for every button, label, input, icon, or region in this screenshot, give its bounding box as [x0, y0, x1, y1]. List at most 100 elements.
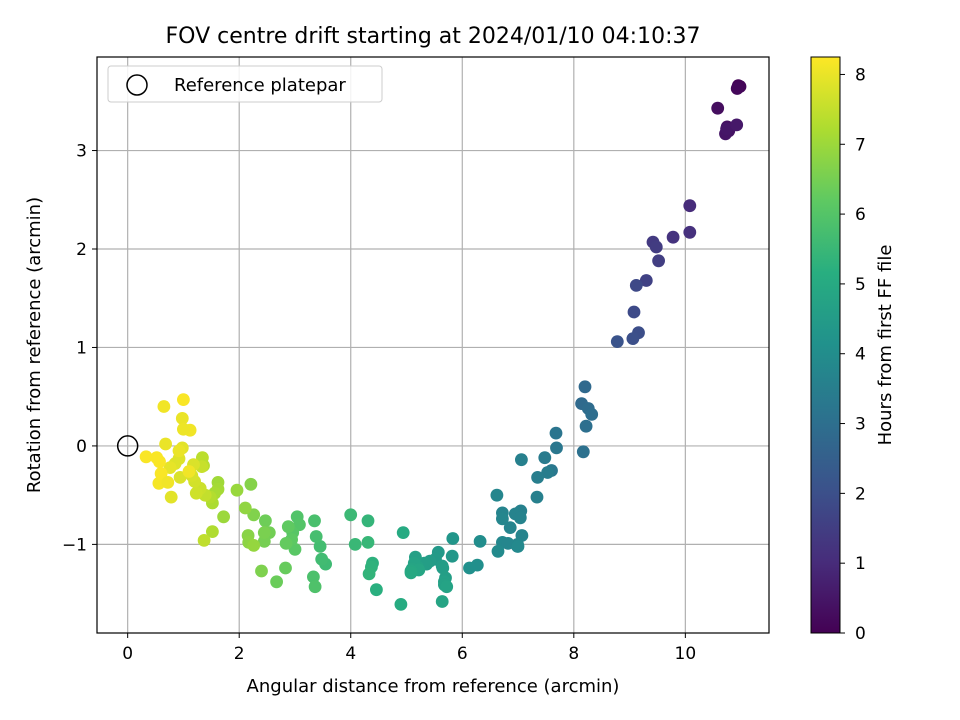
data-point [436, 561, 450, 575]
colorbar-tick-label: 0 [855, 624, 866, 644]
data-point [161, 476, 175, 489]
data-point [541, 466, 554, 479]
data-point [629, 279, 643, 292]
data-point [579, 419, 593, 433]
data-point [578, 380, 592, 394]
data-point [139, 450, 153, 464]
data-point [177, 422, 190, 436]
data-point [626, 332, 640, 345]
data-point [491, 544, 505, 558]
x-axis: 0 2 4 6 8 10 [122, 633, 696, 664]
data-point [361, 536, 375, 549]
y-tick-label: −1 [62, 535, 87, 555]
y-tick-label: 2 [76, 240, 87, 260]
data-point [530, 490, 544, 504]
data-point [370, 583, 383, 597]
reference-platepar-marker [116, 435, 139, 457]
data-point [496, 512, 509, 526]
data-point [503, 521, 517, 534]
x-tick-label: 2 [234, 644, 245, 664]
data-point [515, 453, 528, 467]
data-point [255, 564, 268, 578]
colorbar-tick-label: 4 [855, 345, 866, 365]
reference-marker-layer [116, 435, 139, 457]
data-point [463, 561, 476, 575]
colorbar-gradient [810, 56, 841, 634]
data-point [270, 575, 283, 589]
data-point [257, 526, 271, 539]
colorbar-tick-label: 5 [855, 275, 866, 295]
data-point [513, 511, 527, 525]
data-point [315, 552, 329, 566]
data-point [549, 426, 563, 440]
data-point [585, 408, 599, 421]
data-point [313, 540, 327, 553]
data-points [139, 79, 747, 611]
colorbar-tick-label: 6 [855, 205, 866, 225]
data-point [394, 598, 408, 611]
data-point [440, 580, 454, 594]
data-point [649, 240, 663, 254]
data-point [230, 483, 244, 497]
data-point [361, 514, 375, 528]
data-point [164, 490, 178, 504]
colorbar-tick-label: 2 [855, 484, 866, 504]
data-point [308, 514, 321, 528]
data-point [683, 199, 697, 213]
colorbar-label: Hours from first FF file [875, 245, 896, 446]
data-point [445, 549, 459, 563]
data-point [157, 400, 171, 413]
data-point [279, 537, 293, 550]
chart-title: FOV centre drift starting at 2024/01/10 … [166, 24, 701, 49]
data-point [247, 539, 261, 552]
data-point [150, 451, 164, 465]
data-point [730, 82, 744, 95]
x-tick-label: 8 [568, 644, 579, 664]
legend: Reference platepar [107, 65, 383, 103]
x-tick-label: 0 [122, 644, 133, 664]
y-axis-label: Rotation from reference (arcmin) [24, 197, 45, 493]
y-tick-label: 1 [76, 338, 87, 358]
data-point [683, 225, 697, 239]
x-tick-label: 4 [345, 644, 356, 664]
data-point [238, 501, 252, 515]
data-point [279, 561, 292, 575]
colorbar-tick-label: 8 [855, 65, 866, 85]
data-point [576, 445, 590, 459]
y-tick-label: 0 [76, 437, 87, 457]
data-point [711, 101, 725, 115]
legend-box [107, 65, 383, 103]
x-tick-label: 10 [675, 644, 697, 664]
y-tick-label: 3 [76, 142, 87, 162]
x-tick-label: 6 [457, 644, 468, 664]
x-axis-label: Angular distance from reference (arcmin) [247, 676, 620, 697]
data-point [490, 488, 504, 502]
colorbar: 0 1 2 3 4 5 6 7 8 Hours from first FF file [810, 56, 896, 644]
data-point [627, 305, 641, 319]
y-axis: −1 0 1 2 3 [62, 142, 97, 555]
data-point [396, 526, 410, 539]
data-point [531, 471, 544, 484]
legend-marker-open-circle [126, 74, 148, 96]
plot-frame [96, 56, 770, 634]
data-point [720, 122, 733, 136]
data-point [473, 535, 487, 548]
colorbar-tick-label: 1 [855, 554, 866, 574]
data-point [344, 508, 358, 522]
data-point [308, 580, 322, 594]
data-point [666, 230, 680, 244]
data-point [257, 535, 271, 548]
data-point [511, 540, 525, 553]
data-point [197, 534, 211, 547]
data-point [154, 467, 168, 480]
data-point [177, 393, 190, 406]
data-point [348, 538, 362, 551]
colorbar-tick-label: 7 [855, 135, 866, 155]
legend-label-reference-platepar: Reference platepar [174, 75, 346, 96]
data-point [281, 520, 295, 534]
data-point [362, 567, 376, 581]
data-point [159, 437, 173, 451]
data-point [550, 441, 563, 455]
data-point [182, 465, 196, 478]
